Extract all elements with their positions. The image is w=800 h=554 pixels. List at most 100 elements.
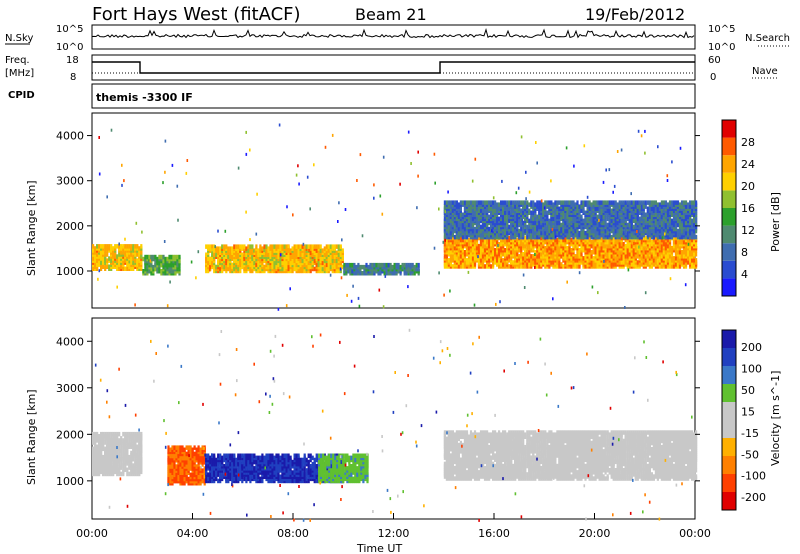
data-cell xyxy=(488,226,491,232)
data-cell xyxy=(616,210,619,215)
data-cell xyxy=(315,248,318,253)
data-cell-sparse xyxy=(433,152,436,156)
data-cell xyxy=(502,214,505,220)
data-cell xyxy=(221,264,224,270)
data-cell xyxy=(463,204,467,209)
data-cell xyxy=(329,256,332,262)
nave-label: Nave xyxy=(752,66,778,77)
data-cell xyxy=(689,204,692,209)
data-cell-sparse xyxy=(669,277,672,281)
data-cell xyxy=(624,200,627,205)
data-cell xyxy=(443,216,446,222)
data-cell xyxy=(650,206,653,211)
data-cell xyxy=(339,244,342,249)
data-cell xyxy=(610,254,613,259)
data-cell xyxy=(606,230,609,236)
data-cell xyxy=(572,222,575,228)
data-cell xyxy=(628,260,631,265)
data-cell xyxy=(680,250,684,255)
data-cell xyxy=(604,228,607,234)
data-cell-sparse xyxy=(379,194,382,198)
data-cell-sparse xyxy=(638,245,640,249)
data-cell xyxy=(580,232,583,238)
data-cell xyxy=(634,218,637,224)
data-cell xyxy=(634,254,637,259)
data-cell xyxy=(92,244,95,249)
data-cell xyxy=(327,244,330,249)
data-cell xyxy=(215,246,218,251)
data-cell xyxy=(528,232,531,238)
data-cell xyxy=(231,262,234,268)
data-cell xyxy=(255,252,258,257)
data-cell xyxy=(289,248,292,253)
data-cell xyxy=(526,248,529,253)
data-cell xyxy=(566,200,569,205)
data-cell-sparse xyxy=(552,297,554,301)
data-cell xyxy=(293,262,296,268)
data-cell xyxy=(411,262,414,268)
data-cell xyxy=(624,206,627,211)
data-cell xyxy=(140,244,143,249)
data-cell xyxy=(471,212,475,217)
data-cell xyxy=(670,245,674,251)
data-cell xyxy=(305,264,308,270)
data-cell xyxy=(618,218,621,224)
data-cell xyxy=(600,245,603,251)
data-cell xyxy=(164,256,167,262)
data-cell xyxy=(582,256,585,261)
data-cell xyxy=(612,239,615,245)
data-cell xyxy=(415,266,418,272)
data-cell-sparse xyxy=(124,237,126,241)
data-cell xyxy=(510,250,513,255)
data-cell-sparse xyxy=(324,145,327,149)
data-cell xyxy=(656,220,659,226)
data-cell xyxy=(118,252,121,257)
data-cell xyxy=(624,230,627,236)
data-cell xyxy=(397,262,400,268)
data-cell xyxy=(297,268,300,274)
data-cell xyxy=(660,230,663,236)
data-cell xyxy=(289,260,292,266)
data-cell xyxy=(574,228,577,234)
data-cell-sparse xyxy=(197,250,200,254)
data-cell xyxy=(616,214,619,220)
data-cell xyxy=(114,244,117,249)
data-cell xyxy=(136,258,139,263)
data-cell xyxy=(500,234,503,240)
data-cell xyxy=(570,200,573,205)
data-cell xyxy=(325,262,328,268)
data-cell-sparse xyxy=(289,287,291,291)
data-cell xyxy=(596,226,599,232)
data-cell xyxy=(205,252,208,257)
data-cell xyxy=(257,260,260,266)
data-cell xyxy=(156,266,159,272)
data-cell xyxy=(676,200,680,205)
data-cell xyxy=(530,258,533,263)
data-cell xyxy=(309,250,312,255)
data-cell-sparse xyxy=(279,253,282,257)
data-cell xyxy=(227,260,230,266)
data-cell xyxy=(325,244,328,249)
data-cell-sparse xyxy=(256,192,258,196)
data-cell xyxy=(467,264,471,269)
data-cell xyxy=(239,258,242,264)
data-cell xyxy=(130,256,133,261)
data-cell xyxy=(550,250,553,255)
data-cell xyxy=(335,244,338,249)
data-cell xyxy=(447,218,450,224)
data-cell xyxy=(469,220,473,226)
data-cell xyxy=(92,436,95,441)
data-cell xyxy=(650,239,653,245)
data-cell xyxy=(229,250,232,255)
data-cell xyxy=(588,232,591,238)
data-cell xyxy=(94,454,97,460)
data-cell xyxy=(540,200,543,205)
data-cell xyxy=(691,258,694,263)
data-cell xyxy=(126,260,129,265)
data-cell xyxy=(522,226,525,232)
data-cell xyxy=(628,212,631,217)
data-cell xyxy=(399,264,402,270)
data-cell xyxy=(277,248,280,253)
data-cell xyxy=(542,218,545,224)
